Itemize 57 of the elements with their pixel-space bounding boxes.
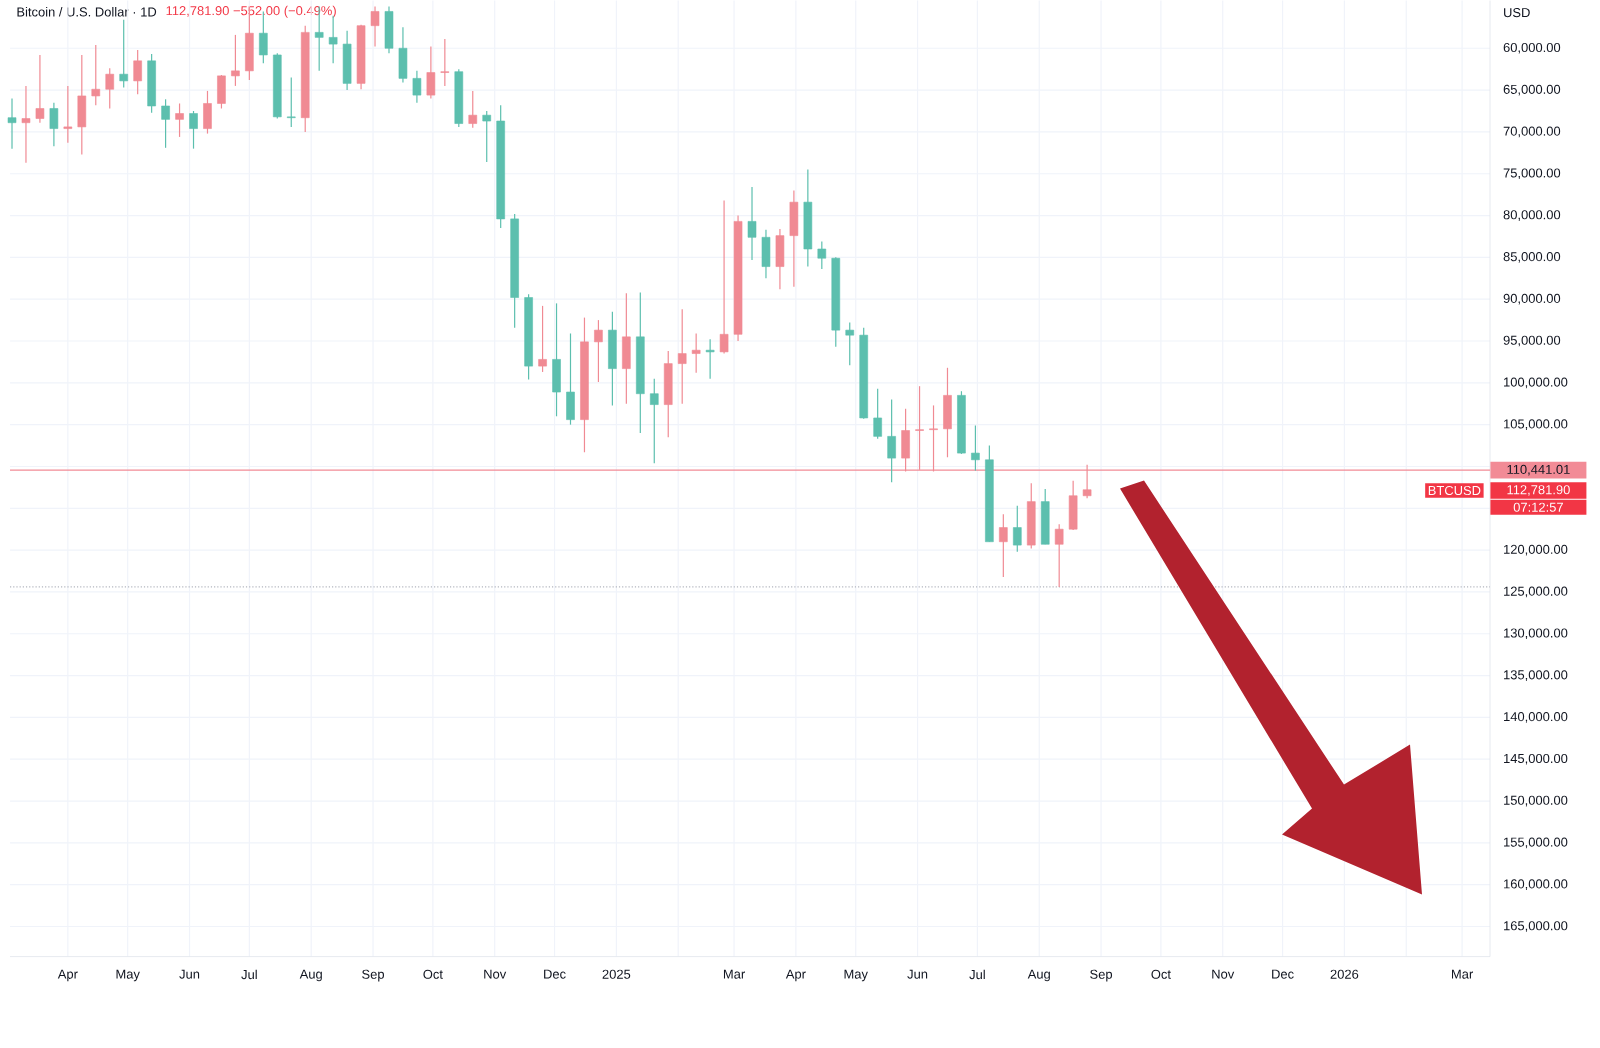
candlestick (91, 44, 101, 106)
candlestick (705, 338, 715, 379)
candlestick (663, 350, 673, 438)
candlestick (35, 54, 45, 124)
candlestick (105, 67, 115, 109)
candlestick (971, 424, 980, 471)
candlestick (817, 240, 827, 270)
candlestick (677, 308, 687, 405)
candlestick (398, 26, 408, 83)
candlestick (426, 45, 436, 99)
candlestick (21, 85, 31, 164)
candlestick (538, 305, 547, 373)
candlestick (77, 54, 87, 155)
candlestick (566, 332, 575, 425)
candlestick (468, 90, 478, 129)
candlestick (133, 49, 142, 95)
candlestick (803, 168, 813, 267)
candlestick (622, 292, 631, 405)
candlestick (1068, 479, 1078, 531)
candlestick (370, 5, 380, 47)
candlestick (119, 18, 128, 88)
candlestick (189, 110, 198, 149)
candlestick (482, 110, 492, 163)
candlestick (887, 398, 896, 483)
candlestick (873, 387, 882, 440)
candlestick (691, 332, 701, 374)
candlestick (775, 228, 785, 290)
candlestick (552, 302, 561, 417)
candlestick (384, 5, 394, 54)
candlestick (7, 97, 17, 149)
candlestick (1026, 482, 1036, 549)
candlestick (175, 102, 184, 138)
candlestick (1013, 504, 1022, 553)
candlestick (147, 53, 156, 113)
candlestick (789, 189, 799, 287)
candlestick (342, 29, 352, 91)
candlestick (440, 38, 450, 87)
candlestick (63, 85, 73, 144)
candlestick (845, 321, 855, 366)
candlestick (161, 98, 170, 149)
candlestick (608, 310, 617, 406)
candlestick (747, 186, 757, 261)
candlestick (328, 14, 338, 64)
candlestick (217, 74, 226, 109)
candlestick (412, 69, 422, 103)
candlestick (49, 101, 59, 147)
candlestick (943, 366, 952, 458)
candlestick (649, 377, 659, 464)
candlestick (203, 90, 212, 134)
candlestick (231, 34, 240, 87)
candlestick (761, 228, 771, 279)
candlestick (594, 319, 603, 383)
candlestick (286, 76, 296, 128)
candlestick (1054, 523, 1064, 588)
candlestick (1040, 488, 1050, 545)
candlestick (719, 199, 729, 354)
candlestick (999, 513, 1008, 578)
